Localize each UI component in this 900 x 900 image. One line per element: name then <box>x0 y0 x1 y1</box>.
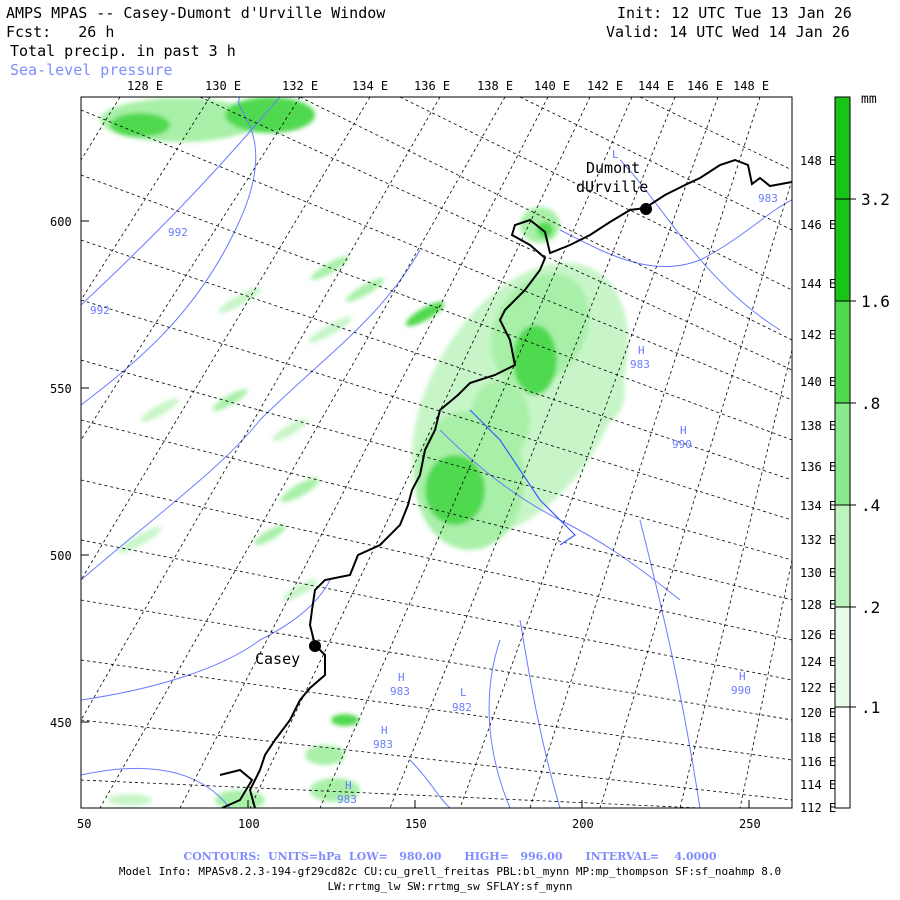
station-marker <box>640 203 652 215</box>
pressure-value: 983 <box>390 685 410 698</box>
colorbar-level: .1 <box>861 698 881 717</box>
lat-label: 126 E <box>800 628 836 642</box>
lat-label: 130 E <box>800 566 836 580</box>
station-name-line2: dUrville <box>576 178 648 196</box>
valid-time: Valid: 14 UTC Wed 14 Jan 26 <box>606 23 850 41</box>
contour-info: CONTOURS: UNITS=hPa LOW= 980.00 HIGH= 99… <box>183 850 717 863</box>
overlay-name: Sea-level pressure <box>10 61 173 79</box>
lat-label: 134 E <box>800 499 836 513</box>
colorbar <box>834 96 856 809</box>
model-info-2: LW:rrtmg_lw SW:rrtmg_sw SFLAY:sf_mynn <box>327 880 573 893</box>
station-name: Casey <box>255 650 300 668</box>
station-casey: Casey <box>255 640 321 668</box>
y-tick-550: 550 <box>50 382 72 396</box>
x-tick-200: 200 <box>572 817 594 831</box>
lat-label: 118 E <box>800 731 836 745</box>
lon-label: 148 E <box>733 79 769 93</box>
lon-label: 136 E <box>414 79 450 93</box>
lat-label: 112 E <box>800 801 836 815</box>
lat-label: 122 E <box>800 681 836 695</box>
precip-field <box>100 97 629 808</box>
pressure-value: 982 <box>452 701 472 714</box>
lat-label: 124 E <box>800 655 836 669</box>
model-info: Model Info: MPASv8.2.3-194-gf29cd82c CU:… <box>118 865 782 878</box>
pressure-value: 983 <box>373 738 393 751</box>
colorbar-bin-0.2 <box>835 607 850 707</box>
colorbar-bin-1.6 <box>835 301 850 403</box>
station-dumont-durville: Dumont dUrville <box>576 159 652 215</box>
y-tick-450: 450 <box>50 716 72 730</box>
colorbar-level: .4 <box>861 496 881 515</box>
x-tick-250: 250 <box>739 817 761 831</box>
lat-label: 144 E <box>800 277 836 291</box>
top-lon-labels: 128 E 130 E 132 E 134 E 136 E 138 E 140 … <box>127 79 769 93</box>
fcst-label: Fcst: <box>6 23 52 41</box>
pressure-value: 992 <box>90 304 110 317</box>
pressure-value: 983 <box>758 192 778 205</box>
forecast-hour: Fcst: 26 h <box>6 23 114 41</box>
colorbar-unit: mm <box>861 92 877 107</box>
lat-label: 146 E <box>800 218 836 232</box>
colorbar-bin-0.8 <box>835 403 850 505</box>
pressure-letter: L <box>460 686 467 699</box>
colorbar-bin-0.1 <box>835 707 850 808</box>
lon-label: 146 E <box>687 79 723 93</box>
lon-label: 128 E <box>127 79 163 93</box>
lat-label: 138 E <box>800 419 836 433</box>
y-tick-500: 500 <box>50 549 72 563</box>
pressure-letter: H <box>739 670 746 683</box>
axis-ticks <box>80 220 750 808</box>
lon-label: 134 E <box>352 79 388 93</box>
lon-label: 138 E <box>477 79 513 93</box>
colorbar-level: .2 <box>861 598 881 617</box>
station-marker <box>309 640 321 652</box>
lat-label: 132 E <box>800 533 836 547</box>
lon-label: 140 E <box>534 79 570 93</box>
lat-label: 148 E <box>800 154 836 168</box>
ice-edge <box>469 409 576 546</box>
right-lat-labels: 148 E 146 E 144 E 142 E 140 E 138 E 136 … <box>800 154 836 815</box>
pressure-letter: H <box>381 724 388 737</box>
lon-label: 132 E <box>282 79 318 93</box>
init-time: Init: 12 UTC Tue 13 Jan 26 <box>617 4 852 22</box>
x-tick-100: 100 <box>238 817 260 831</box>
lat-label: 120 E <box>800 706 836 720</box>
map-frame <box>80 96 793 809</box>
colorbar-level: 1.6 <box>861 292 890 311</box>
lat-label: 114 E <box>800 778 836 792</box>
pressure-letter: H <box>680 424 687 437</box>
station-name-line1: Dumont <box>586 159 640 177</box>
pressure-value: 990 <box>672 438 692 451</box>
lat-label: 128 E <box>800 598 836 612</box>
x-tick-150: 150 <box>405 817 427 831</box>
colorbar-level: 3.2 <box>861 190 890 209</box>
colorbar-bin-0.4 <box>835 505 850 607</box>
pressure-letter: H <box>398 671 405 684</box>
lon-label: 142 E <box>587 79 623 93</box>
y-tick-600: 600 <box>50 215 72 229</box>
lat-label: 136 E <box>800 460 836 474</box>
pressure-value: 983 <box>630 358 650 371</box>
pressure-value: 990 <box>731 684 751 697</box>
pressure-letter: H <box>638 344 645 357</box>
pressure-letter: L <box>612 148 619 161</box>
field-name: Total precip. in past 3 h <box>10 42 236 60</box>
pressure-value: 992 <box>168 226 188 239</box>
coastline-west <box>219 768 254 808</box>
lat-label: 116 E <box>800 755 836 769</box>
x-tick-50: 50 <box>77 817 91 831</box>
pressure-labels: 992 992 L 983 H 983 H 990 H 983 L 982 H … <box>90 148 778 806</box>
lon-label: 130 E <box>205 79 241 93</box>
lat-label: 142 E <box>800 328 836 342</box>
pressure-letter: H <box>345 779 352 792</box>
latlon-grid <box>81 97 792 808</box>
lat-label: 140 E <box>800 375 836 389</box>
map-title: AMPS MPAS -- Casey-Dumont d'Urville Wind… <box>6 4 386 22</box>
lon-label: 144 E <box>638 79 674 93</box>
colorbar-level: .8 <box>861 394 881 413</box>
pressure-value: 983 <box>337 793 357 806</box>
coastline <box>248 158 792 808</box>
fcst-value: 26 h <box>78 23 115 41</box>
